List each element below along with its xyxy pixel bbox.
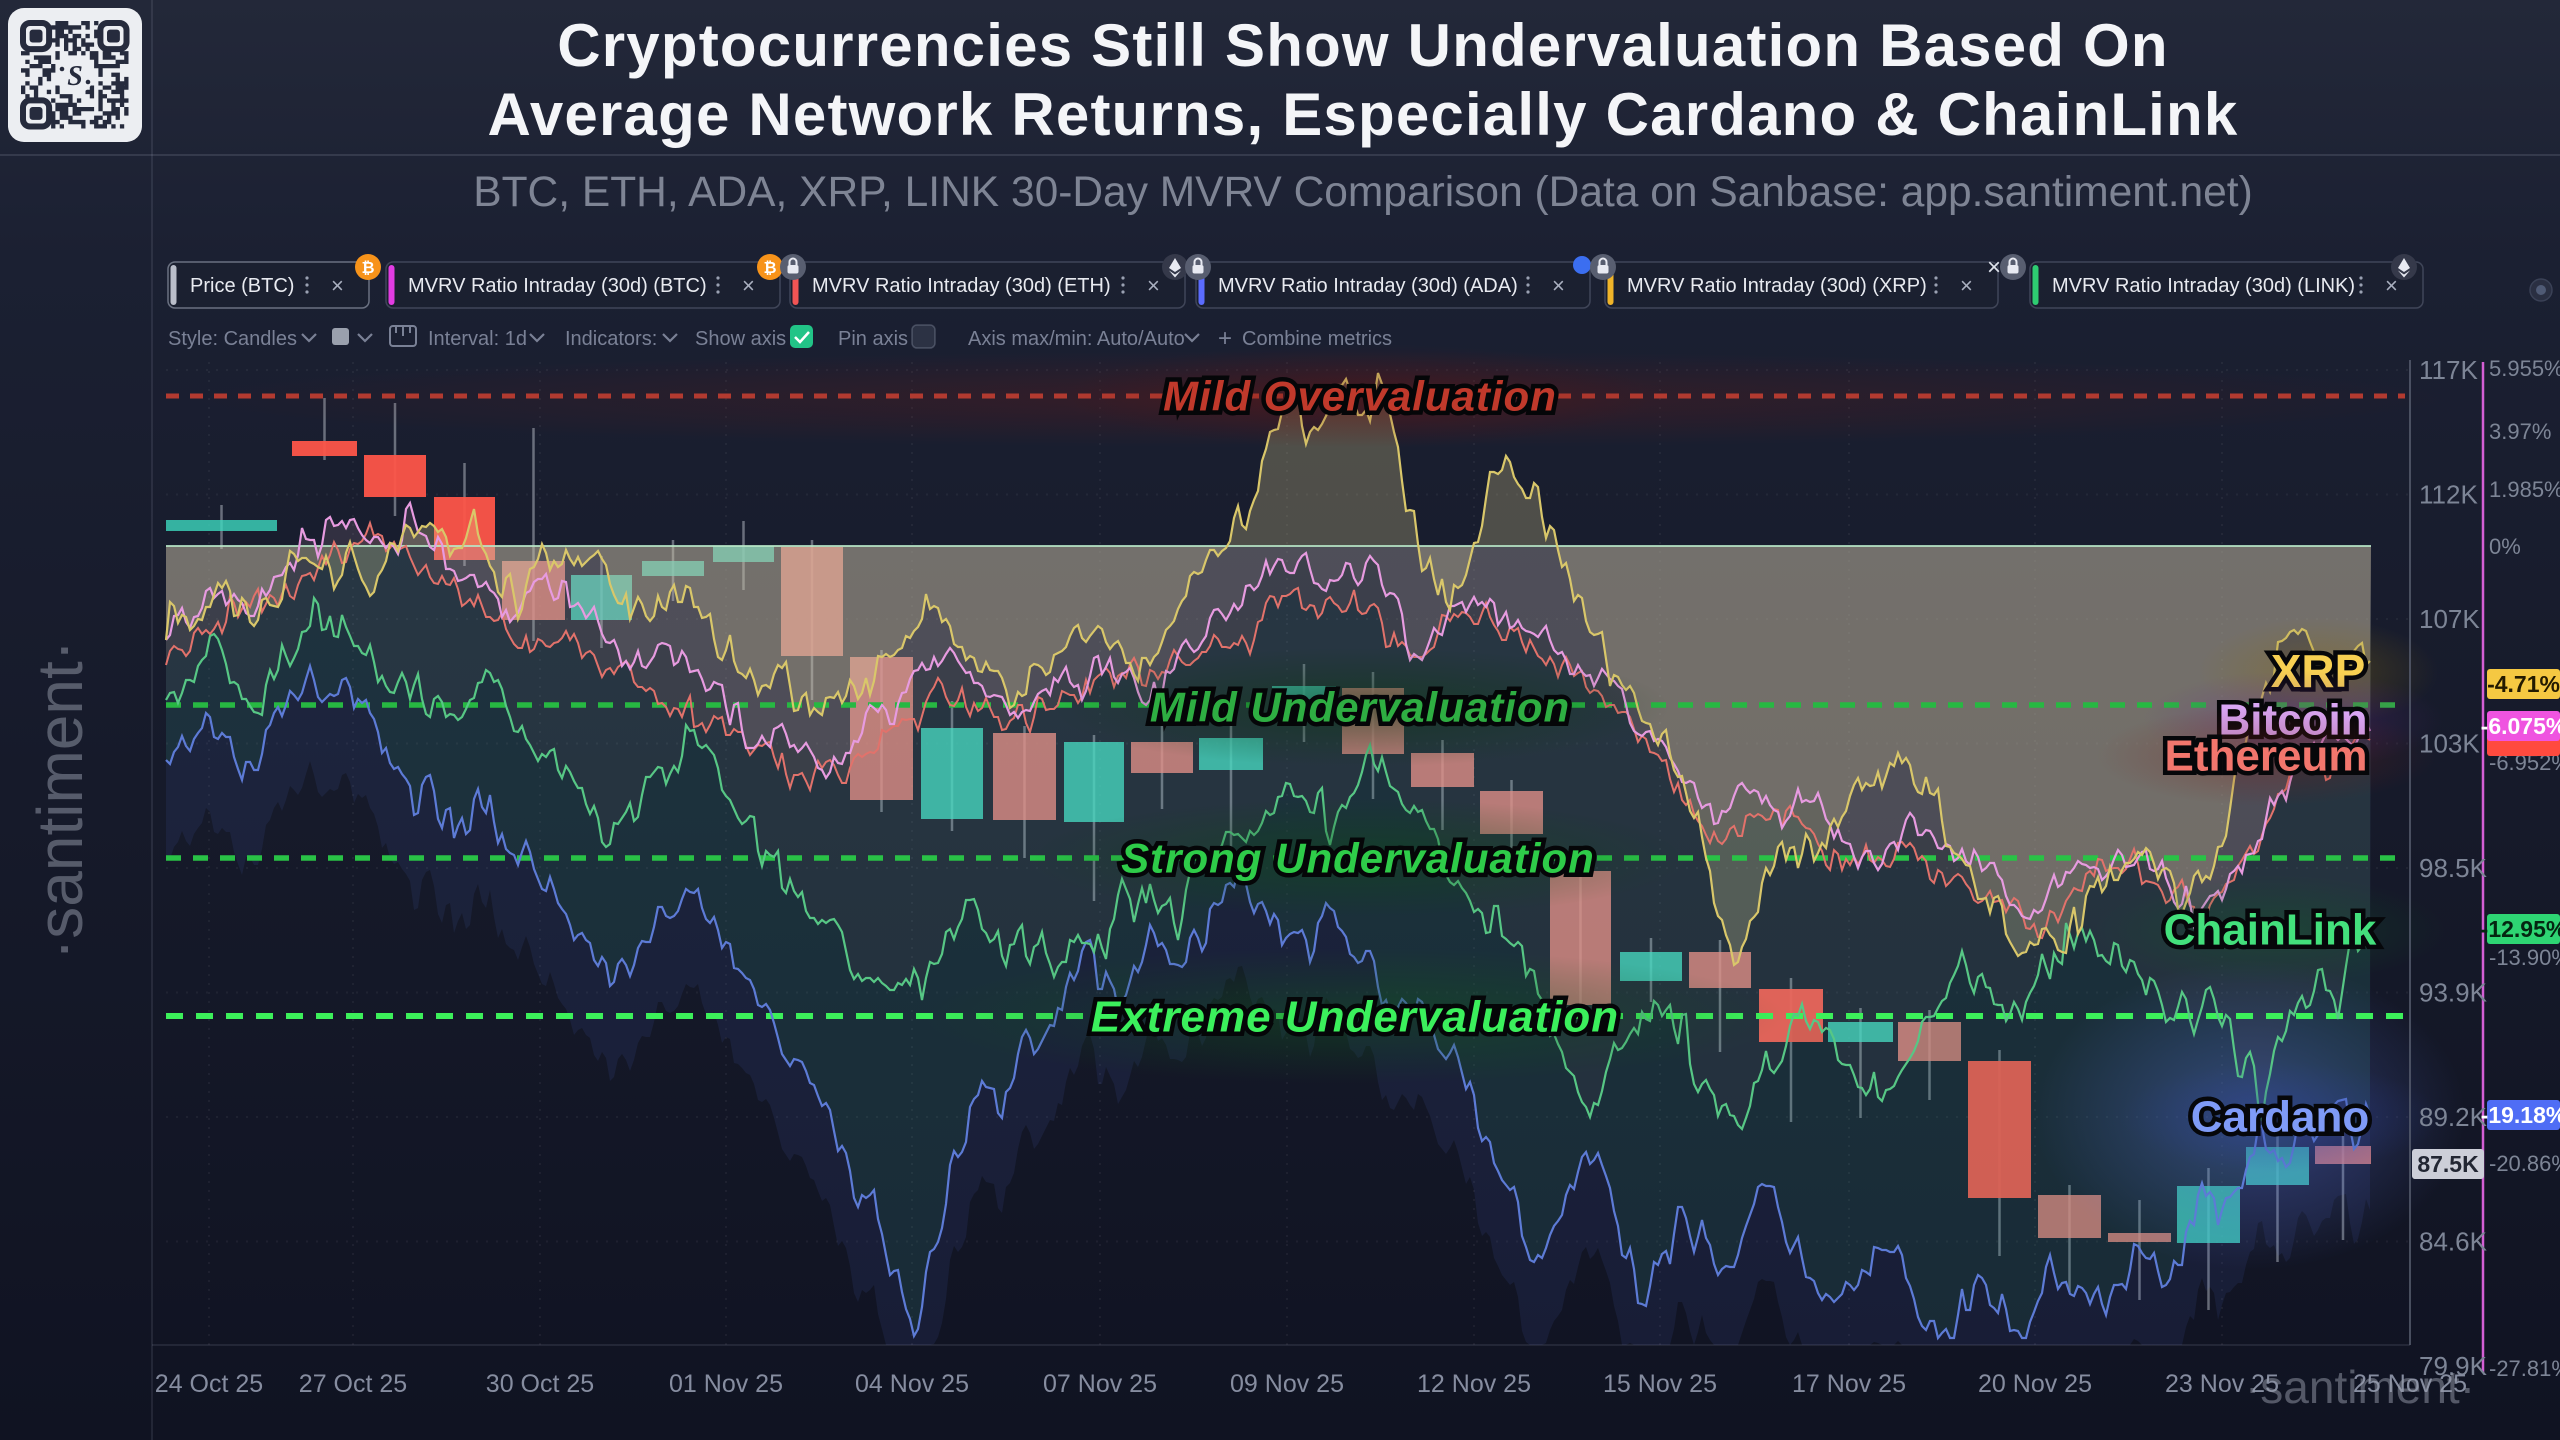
svg-text:Average Network Returns, Espec: Average Network Returns, Especially Card… [488, 81, 2239, 148]
svg-text:Pin axis: Pin axis [838, 328, 908, 350]
svg-text:27 Oct 25: 27 Oct 25 [299, 1370, 407, 1398]
svg-text:Ethereum: Ethereum [2165, 732, 2368, 781]
svg-text:-13.90%: -13.90% [2489, 945, 2560, 970]
svg-text:-27.81%: -27.81% [2489, 1356, 2560, 1381]
svg-text:1.985%: 1.985% [2489, 477, 2560, 502]
svg-text:-6.075%: -6.075% [2481, 713, 2560, 739]
svg-text:84.6K: 84.6K [2419, 1227, 2488, 1257]
svg-text:-20.86%: -20.86% [2489, 1151, 2560, 1176]
svg-text:20 Nov 25: 20 Nov 25 [1978, 1370, 2092, 1398]
svg-text:·santiment·: ·santiment· [2245, 1361, 2475, 1413]
svg-text:09 Nov 25: 09 Nov 25 [1230, 1370, 1344, 1398]
svg-text:07 Nov 25: 07 Nov 25 [1043, 1370, 1157, 1398]
svg-text:Mild Overvaluation: Mild Overvaluation [1163, 373, 1557, 420]
svg-text:Indicators:: Indicators: [565, 328, 657, 350]
svg-text:30 Oct 25: 30 Oct 25 [486, 1370, 594, 1398]
svg-text:×: × [2385, 273, 2398, 298]
svg-text:107K: 107K [2419, 604, 2480, 634]
svg-text:S: S [67, 61, 83, 92]
svg-text:BTC, ETH, ADA, XRP, LINK 30-Da: BTC, ETH, ADA, XRP, LINK 30-Day MVRV Com… [473, 169, 2253, 216]
svg-text:79.9K: 79.9K [2419, 1351, 2488, 1381]
svg-text:×: × [1987, 254, 2001, 281]
svg-text:112K: 112K [2419, 480, 2478, 510]
svg-text:ChainLink: ChainLink [2164, 906, 2377, 955]
svg-text:+: + [1218, 325, 1232, 352]
svg-text:01 Nov 25: 01 Nov 25 [669, 1370, 783, 1398]
svg-text:Cardano: Cardano [2191, 1093, 2369, 1142]
svg-text:89.2K: 89.2K [2419, 1102, 2488, 1132]
svg-text:17 Nov 25: 17 Nov 25 [1792, 1370, 1906, 1398]
svg-text:MVRV Ratio Intraday (30d) (ETH: MVRV Ratio Intraday (30d) (ETH) [812, 275, 1111, 297]
svg-text:3.97%: 3.97% [2489, 419, 2551, 444]
svg-text:-4.71%: -4.71% [2487, 671, 2560, 697]
svg-text:-12.95%: -12.95% [2481, 916, 2560, 942]
svg-text:Strong Undervaluation: Strong Undervaluation [1121, 835, 1595, 882]
svg-text:24 Oct 25: 24 Oct 25 [155, 1370, 263, 1398]
svg-text:103K: 103K [2419, 729, 2480, 759]
svg-text:5.955%: 5.955% [2489, 356, 2560, 381]
svg-text:117K: 117K [2419, 355, 2478, 385]
svg-text:Axis max/min: Auto/Auto: Axis max/min: Auto/Auto [968, 328, 1185, 350]
svg-text:₿: ₿ [361, 259, 374, 277]
svg-text:15 Nov 25: 15 Nov 25 [1603, 1370, 1717, 1398]
svg-text:Cryptocurrencies Still Show Un: Cryptocurrencies Still Show Undervaluati… [557, 12, 2169, 79]
svg-text:25 Nov 25: 25 Nov 25 [2353, 1370, 2467, 1398]
svg-text:93.9K: 93.9K [2419, 978, 2488, 1008]
svg-text:Style: Candles: Style: Candles [168, 328, 297, 350]
svg-text:Interval: 1d: Interval: 1d [428, 328, 527, 350]
svg-text:Price (BTC): Price (BTC) [190, 275, 294, 297]
svg-text:12 Nov 25: 12 Nov 25 [1417, 1370, 1531, 1398]
svg-text:98.5K: 98.5K [2419, 853, 2488, 883]
svg-text:Show axis: Show axis [695, 328, 786, 350]
svg-text:Mild Undervaluation: Mild Undervaluation [1150, 684, 1570, 731]
svg-text:MVRV Ratio Intraday (30d) (XRP: MVRV Ratio Intraday (30d) (XRP) [1627, 275, 1927, 297]
svg-text:×: × [1147, 273, 1160, 298]
svg-text:MVRV Ratio Intraday (30d) (LIN: MVRV Ratio Intraday (30d) (LINK) [2052, 275, 2355, 297]
svg-text:-19.18%: -19.18% [2481, 1102, 2560, 1128]
svg-text:MVRV Ratio Intraday (30d) (ADA: MVRV Ratio Intraday (30d) (ADA) [1218, 275, 1518, 297]
svg-text:Extreme Undervaluation: Extreme Undervaluation [1091, 992, 1619, 1041]
svg-text:23 Nov 25: 23 Nov 25 [2165, 1370, 2279, 1398]
svg-text:0%: 0% [2489, 534, 2521, 559]
svg-text:04 Nov 25: 04 Nov 25 [855, 1370, 969, 1398]
svg-text:×: × [331, 273, 344, 298]
svg-text:×: × [1552, 273, 1565, 298]
svg-text:87.5K: 87.5K [2417, 1151, 2479, 1177]
svg-text:×: × [742, 273, 755, 298]
svg-text:₿: ₿ [763, 259, 776, 277]
svg-text:MVRV Ratio Intraday (30d) (BTC: MVRV Ratio Intraday (30d) (BTC) [408, 275, 707, 297]
svg-text:·santiment·: ·santiment· [24, 640, 96, 960]
svg-text:×: × [1960, 273, 1973, 298]
